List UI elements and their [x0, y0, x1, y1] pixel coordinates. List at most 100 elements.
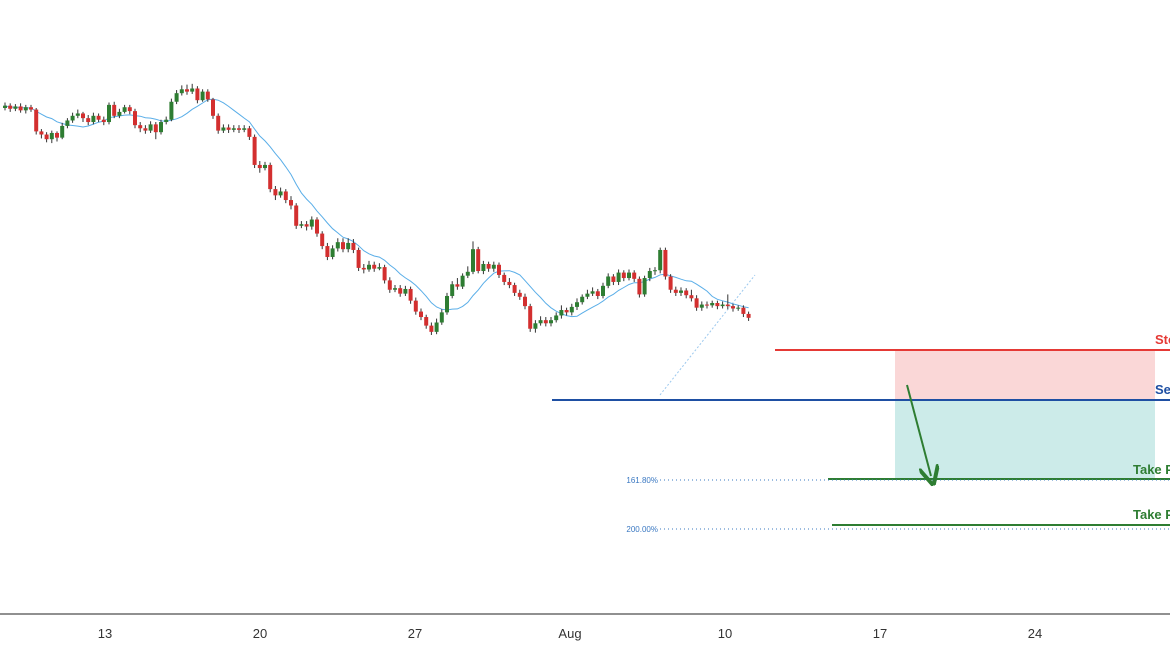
- take-profit-2-label: Take Profit 2: [1133, 507, 1170, 522]
- candle-body: [75, 113, 80, 116]
- candle-body: [237, 128, 241, 130]
- candle: [445, 292, 449, 315]
- candle-body: [502, 274, 507, 282]
- candle: [533, 320, 538, 333]
- candle: [39, 129, 44, 139]
- candle-body: [689, 295, 694, 299]
- candle-body: [481, 264, 486, 272]
- candle: [18, 103, 23, 113]
- candle: [668, 274, 673, 293]
- candle-body: [455, 284, 460, 287]
- candle-body: [497, 264, 501, 275]
- candle-body: [538, 320, 543, 324]
- candle-body: [554, 315, 559, 321]
- candle-body: [419, 311, 423, 318]
- candle: [34, 108, 39, 135]
- candle-body: [320, 233, 325, 247]
- candle: [361, 264, 366, 274]
- candle: [601, 282, 605, 299]
- sell-entry-label: Sell Entry: [1155, 382, 1170, 397]
- stop-loss-label: Stop Loss: [1155, 332, 1170, 347]
- candle: [169, 98, 174, 122]
- candle-body: [658, 249, 663, 271]
- candle: [705, 301, 709, 309]
- candle-body: [549, 320, 553, 324]
- candle: [195, 86, 200, 104]
- candle-body: [710, 303, 715, 306]
- candle-body: [247, 128, 252, 137]
- candle-body: [179, 89, 184, 94]
- candle-body: [107, 104, 111, 123]
- candle: [138, 122, 143, 133]
- candle: [746, 311, 751, 321]
- candle: [315, 217, 319, 237]
- candle: [413, 297, 418, 315]
- candle: [309, 216, 314, 230]
- candle-body: [309, 219, 314, 227]
- candle: [231, 125, 236, 133]
- candle-body: [174, 93, 179, 102]
- candle: [580, 294, 585, 305]
- candle: [606, 273, 611, 289]
- candle-body: [70, 115, 75, 121]
- candle-body: [377, 267, 382, 269]
- candle-body: [486, 264, 491, 269]
- candle-body: [465, 271, 470, 276]
- candle: [242, 125, 247, 133]
- candle-body: [611, 276, 616, 282]
- x-tick-label: 13: [98, 626, 112, 641]
- candle-body: [283, 191, 288, 201]
- candle-body: [543, 320, 548, 324]
- candle: [507, 278, 512, 289]
- candle: [611, 274, 616, 286]
- candle-body: [96, 115, 101, 120]
- candle: [346, 238, 351, 253]
- candle: [70, 112, 75, 123]
- candle: [647, 267, 652, 282]
- candle-body: [29, 107, 33, 110]
- candle: [75, 109, 80, 119]
- candle-body: [673, 289, 678, 293]
- x-tick-label: Aug: [558, 626, 581, 641]
- candle: [153, 122, 158, 140]
- candle-body: [393, 288, 397, 290]
- candle: [616, 269, 621, 286]
- candle: [387, 277, 392, 293]
- candle-body: [278, 191, 283, 196]
- candle: [23, 104, 28, 114]
- candle: [268, 162, 273, 193]
- candle: [393, 285, 397, 293]
- candle-body: [627, 272, 631, 279]
- candle-body: [408, 288, 413, 301]
- candle: [465, 266, 470, 279]
- candle: [356, 247, 361, 272]
- candle-body: [112, 104, 117, 116]
- candle-body: [424, 317, 429, 326]
- candle: [715, 300, 720, 310]
- candle-body: [741, 307, 746, 314]
- candle: [663, 247, 668, 280]
- candle-body: [39, 131, 44, 135]
- candle-body: [325, 246, 330, 257]
- candle: [694, 295, 699, 311]
- candle: [408, 286, 413, 304]
- candle-body: [226, 127, 231, 130]
- candle-body: [86, 118, 91, 123]
- candle: [81, 111, 85, 123]
- candle-body: [642, 278, 647, 295]
- candle: [263, 161, 267, 171]
- candle-body: [164, 119, 169, 123]
- candle: [325, 242, 330, 261]
- candle-body: [44, 134, 49, 140]
- candle-body: [523, 296, 527, 307]
- candle: [289, 196, 293, 210]
- candle: [226, 124, 231, 133]
- candle: [517, 289, 522, 300]
- candle: [543, 317, 548, 327]
- candle: [569, 303, 574, 316]
- candle-body: [231, 128, 236, 130]
- candle-body: [684, 290, 689, 296]
- candle-body: [694, 298, 699, 308]
- candle-body: [13, 106, 18, 109]
- candle-body: [450, 284, 455, 296]
